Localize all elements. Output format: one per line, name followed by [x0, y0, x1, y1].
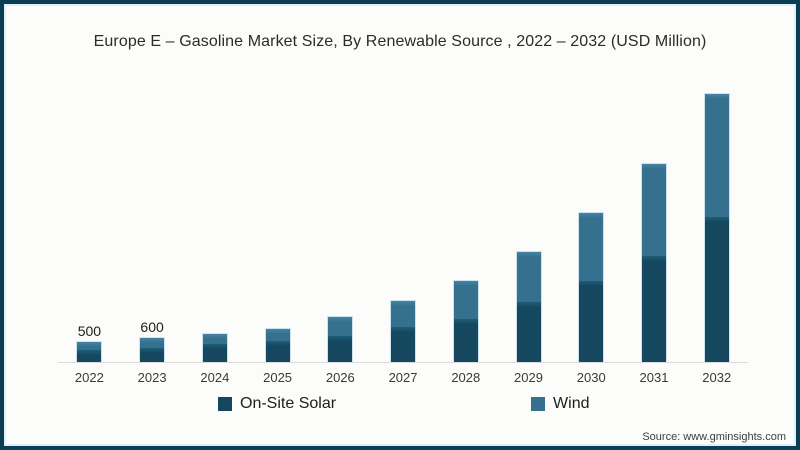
- bar-group: [497, 251, 560, 362]
- on-site-solar-segment: [391, 327, 416, 362]
- stacked-bar: [515, 251, 542, 362]
- x-tick-label: 2027: [388, 370, 418, 385]
- chart-title: Europe E – Gasoline Market Size, By Rene…: [93, 33, 707, 50]
- stacked-bar: [201, 333, 228, 362]
- on-site-solar-segment: [140, 347, 165, 362]
- stacked-bar: [264, 327, 291, 362]
- stacked-bar: [640, 163, 667, 362]
- wind-segment: [265, 328, 290, 342]
- wind-segment: [453, 281, 478, 319]
- wind-segment: [641, 164, 666, 256]
- x-axis: 2022 2023 2024 2025 2026 2027 2028 2029 2030 2031…: [58, 370, 748, 385]
- wind-swatch-icon: [531, 397, 546, 411]
- on-site-solar-segment: [202, 344, 227, 362]
- bar-group: [434, 280, 497, 362]
- x-tick-label: 2025: [263, 370, 293, 385]
- bar-group: [560, 212, 623, 362]
- x-tick-label: 2023: [137, 370, 167, 385]
- on-site-solar-segment: [453, 319, 478, 362]
- bar-group: 600: [121, 320, 184, 362]
- on-site-solar-segment: [265, 341, 290, 362]
- bar-group: [372, 300, 435, 362]
- on-site-solar-segment: [704, 217, 729, 362]
- bar-group: [309, 316, 372, 362]
- legend: On-Site Solar Wind: [4, 395, 796, 413]
- bar-group: [246, 327, 309, 362]
- bar-group: 500: [58, 324, 121, 362]
- wind-segment: [140, 338, 165, 348]
- x-tick-label: 2026: [325, 370, 355, 385]
- plot-area: 500 600: [58, 72, 748, 363]
- x-tick-label: 2028: [451, 370, 481, 385]
- wind-segment: [77, 342, 102, 350]
- on-site-solar-segment: [328, 336, 353, 362]
- legend-label: On-Site Solar: [240, 395, 337, 412]
- x-tick-label: 2032: [702, 370, 732, 385]
- source-attribution: Source: www.gminsights.com: [642, 431, 786, 443]
- x-tick-label: 2031: [639, 370, 669, 385]
- wind-segment: [391, 301, 416, 328]
- on-site-solar-segment: [579, 281, 604, 362]
- on-site-solar-segment: [516, 302, 541, 362]
- stacked-bar: [327, 316, 354, 362]
- bar-group: [685, 93, 748, 362]
- x-tick-label: 2029: [514, 370, 543, 385]
- bar-value-label: 500: [77, 323, 102, 339]
- legend-item-wind: Wind: [531, 395, 590, 413]
- wind-segment: [328, 317, 353, 336]
- on-site-solar-segment: [641, 256, 666, 362]
- on-site-solar-segment: [77, 350, 102, 362]
- wind-segment: [704, 94, 729, 217]
- stacked-bar: [139, 337, 166, 362]
- wind-segment: [516, 252, 541, 302]
- stacked-bar: [703, 93, 730, 362]
- bar-value-label: 600: [140, 319, 164, 336]
- bar-group: [623, 163, 686, 362]
- legend-label: Wind: [553, 395, 590, 412]
- x-tick-label: 2030: [576, 370, 606, 385]
- bar-group: [183, 333, 246, 362]
- x-tick-label: 2024: [200, 370, 230, 385]
- legend-item-on-site-solar: On-Site Solar: [218, 395, 336, 413]
- stacked-bar: [578, 212, 605, 362]
- wind-segment: [579, 213, 604, 281]
- stacked-bar: [452, 280, 479, 362]
- on-site-solar-swatch-icon: [218, 397, 232, 411]
- stacked-bar: [76, 341, 103, 362]
- x-tick-label: 2022: [74, 370, 104, 385]
- wind-segment: [202, 334, 227, 345]
- stacked-bar: [390, 300, 417, 362]
